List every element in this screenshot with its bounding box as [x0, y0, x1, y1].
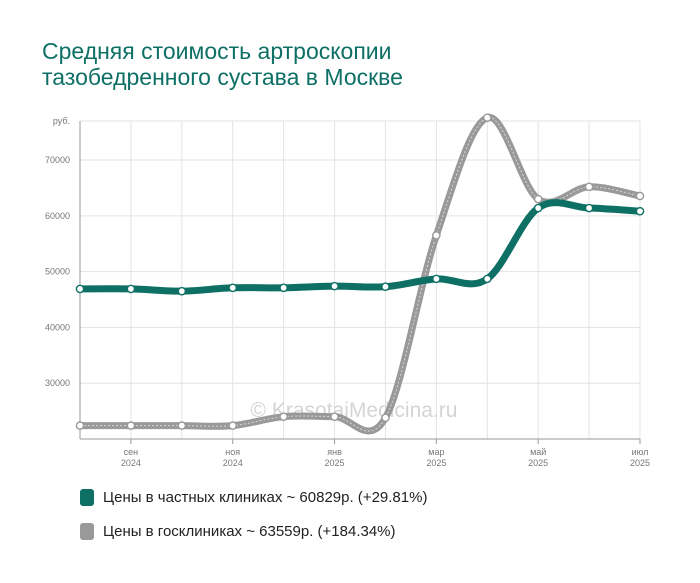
- data-point-public: [533, 194, 543, 204]
- legend-label-private: Цены в частных клиниках ~ 60829р. (+29.8…: [103, 488, 428, 506]
- chart-title-line-2: тазобедренного сустава в Москве: [42, 64, 403, 90]
- data-point-private: [228, 283, 238, 293]
- data-point-private: [533, 203, 543, 213]
- grid: [79, 120, 641, 439]
- data-point-private: [381, 282, 390, 291]
- data-point-public: [177, 421, 187, 430]
- legend-swatch-private: [80, 488, 94, 506]
- chart-title-line-1: Средняя стоимость артроскопии: [42, 38, 392, 64]
- data-point-public: [126, 421, 136, 430]
- legend-item-private[interactable]: Цены в частных клиниках ~ 60829р. (+29.8…: [80, 488, 427, 506]
- data-point-public: [635, 191, 645, 201]
- data-point-private: [432, 274, 441, 284]
- y-tick-label: 70000: [45, 155, 70, 165]
- data-point-private: [279, 283, 288, 293]
- x-tick-label-month: май: [530, 447, 546, 457]
- data-point-private: [177, 286, 187, 296]
- y-tick-label: 40000: [45, 322, 70, 332]
- x-tick-label-year: 2024: [223, 458, 243, 468]
- y-axis-label: руб.: [53, 116, 70, 126]
- y-tick-label: 30000: [45, 378, 70, 388]
- legend-swatch-public: [80, 522, 94, 540]
- data-point-public: [432, 231, 441, 240]
- data-point-public: [381, 413, 390, 423]
- line-chart: 3000040000500006000070000руб.сен2024ноя2…: [45, 113, 650, 468]
- data-point-private: [330, 281, 339, 291]
- x-tick-label-year: 2025: [325, 458, 345, 468]
- data-point-private: [482, 274, 492, 284]
- legend-label-public: Цены в госклиниках ~ 63559р. (+184.34%): [103, 522, 396, 540]
- data-point-public: [279, 412, 288, 421]
- data-point-public: [228, 421, 238, 430]
- x-tick-label-month: янв: [327, 447, 342, 457]
- data-points: [75, 113, 645, 430]
- data-point-private: [635, 206, 645, 216]
- y-tick-label: 60000: [45, 211, 70, 221]
- series-texture-public: [80, 117, 641, 432]
- x-tick-label-year: 2025: [630, 458, 650, 468]
- x-tick-label-month: ноя: [225, 447, 240, 457]
- data-point-private: [126, 284, 136, 294]
- x-tick-label-month: сен: [124, 447, 139, 457]
- x-tick-label-year: 2025: [426, 458, 446, 468]
- series-line-public: [76, 114, 644, 435]
- x-tick-label-month: мар: [428, 447, 444, 457]
- data-point-public: [75, 421, 85, 430]
- x-tick-label-year: 2024: [121, 458, 141, 468]
- axes: 3000040000500006000070000руб.сен2024ноя2…: [45, 116, 650, 468]
- y-tick-label: 50000: [45, 267, 70, 277]
- legend-item-public[interactable]: Цены в госклиниках ~ 63559р. (+184.34%): [80, 522, 427, 540]
- data-point-public: [584, 182, 594, 192]
- x-tick-label-year: 2025: [528, 458, 548, 468]
- legend: Цены в частных клиниках ~ 60829р. (+29.8…: [80, 488, 427, 556]
- data-point-public: [482, 113, 492, 122]
- data-point-private: [75, 284, 85, 294]
- chart-title: Средняя стоимость артроскопии тазобедрен…: [42, 38, 403, 90]
- data-point-private: [584, 203, 594, 213]
- data-point-public: [330, 412, 339, 421]
- series: [76, 114, 644, 435]
- x-tick-label-month: июл: [632, 447, 649, 457]
